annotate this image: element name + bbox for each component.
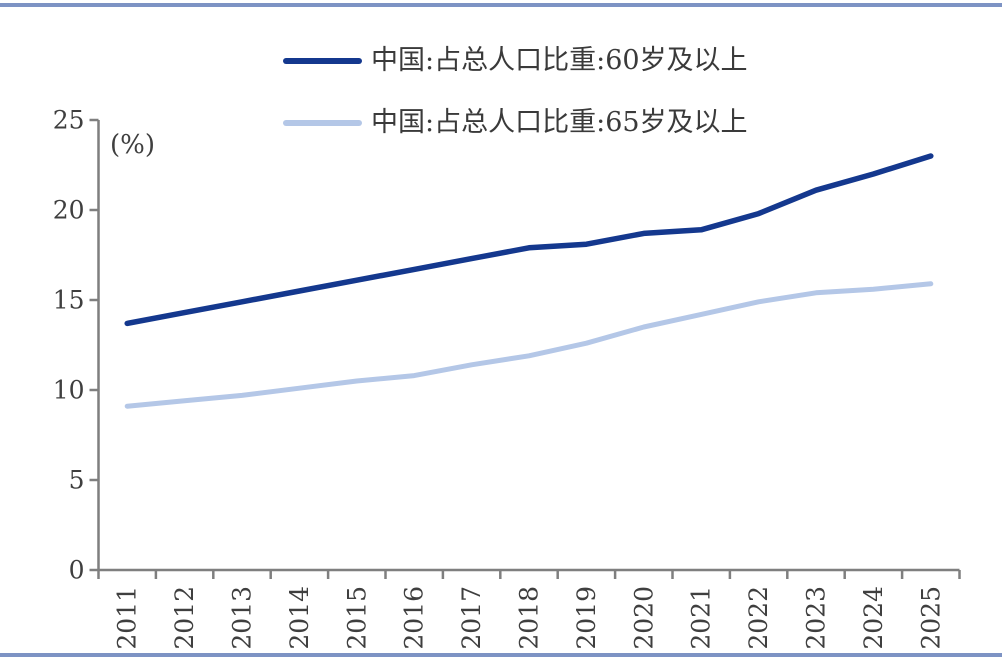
- x-tick-label: 2021: [687, 586, 716, 650]
- legend-swatch-65plus-icon: [283, 119, 362, 126]
- legend-item-60plus: 中国:占总人口比重:60岁及以上: [283, 45, 748, 76]
- series-line-65plus: [124, 281, 934, 409]
- x-tick-label: 2024: [859, 586, 888, 650]
- legend-label-65plus: 中国:占总人口比重:65岁及以上: [371, 107, 748, 138]
- x-tick-label: 2014: [285, 586, 314, 650]
- legend-label-60plus: 中国:占总人口比重:60岁及以上: [371, 45, 748, 76]
- x-tick-label: 2017: [457, 586, 486, 650]
- y-tick-label: 25: [53, 106, 85, 135]
- x-tick-label: 2013: [228, 586, 257, 650]
- series-line-60plus: [124, 153, 934, 327]
- x-tick-label: 2011: [113, 586, 142, 650]
- y-tick-label: 20: [53, 196, 85, 225]
- legend-item-65plus: 中国:占总人口比重:65岁及以上: [283, 107, 748, 138]
- x-tick-label: 2023: [802, 586, 831, 650]
- x-tick-label: 2020: [629, 586, 658, 650]
- legend: 中国:占总人口比重:60岁及以上 中国:占总人口比重:65岁及以上: [283, 45, 748, 138]
- x-tick-label: 2019: [572, 586, 601, 650]
- x-tick-label: 2012: [170, 586, 199, 650]
- y-unit-label: (%): [110, 130, 155, 160]
- top-border-line: [0, 3, 1002, 7]
- x-tick-label: 2025: [916, 586, 945, 650]
- x-tick-label: 2015: [342, 586, 371, 650]
- x-tick-label: 2016: [400, 586, 429, 650]
- y-tick-label: 5: [69, 466, 85, 495]
- y-tick-label: 10: [53, 376, 85, 405]
- x-tick-label: 2018: [515, 586, 544, 650]
- y-tick-label: 15: [53, 286, 85, 315]
- bottom-border-line: [0, 653, 1002, 657]
- y-tick-label: 0: [69, 556, 85, 585]
- legend-swatch-60plus-icon: [283, 57, 362, 64]
- x-tick-label: 2022: [744, 586, 773, 650]
